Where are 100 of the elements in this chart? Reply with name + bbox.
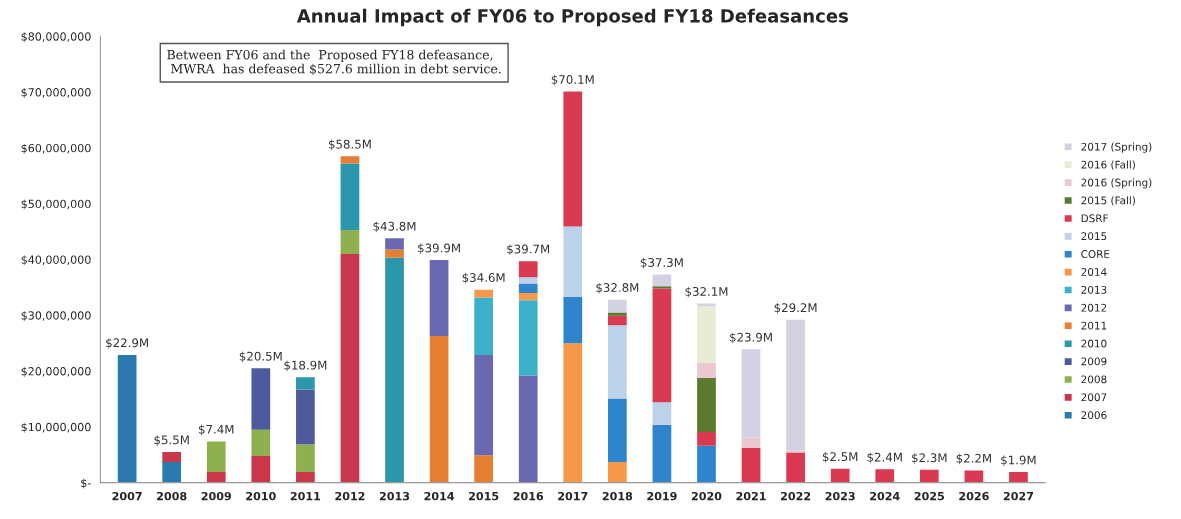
total-label: $29.2M [774,302,817,314]
total-label: $5.5M [154,435,189,446]
bar [786,452,805,483]
bar [652,288,672,403]
bar [385,257,404,483]
x-tick-label: 2010 [246,491,276,501]
bar [251,368,271,430]
legend-label: 2015 (Fall) [1081,196,1135,206]
total-label: $70.1M [551,74,594,86]
bar [474,289,494,298]
bar [296,377,315,390]
total-label: $18.9M [284,360,327,372]
bar [607,462,627,483]
bar [518,277,538,284]
total-label: $22.9M [106,338,148,349]
bar [206,441,226,473]
legend-label: CORE [1081,250,1110,258]
bar [652,402,672,425]
x-tick-label: 2026 [959,491,989,501]
x-tick-label: 2015 [469,491,499,501]
legend-label: 2017 (Spring) [1081,142,1152,153]
x-tick-label: 2011 [290,491,321,501]
bar [206,472,226,483]
bar [518,300,538,376]
y-tick-label: $20,000,000 [21,366,91,377]
legend-label: 2010 [1081,339,1107,348]
bar [607,312,627,316]
x-tick-label: 2027 [1003,491,1034,501]
bar [607,315,627,326]
bar [117,354,137,483]
bar [518,375,538,483]
bar [429,335,449,483]
bar [385,238,404,250]
bar [563,296,583,344]
bar [919,469,939,483]
legend-label: 2016 (Spring) [1081,178,1152,189]
x-tick-label: 2016 [513,491,544,501]
bar [296,444,315,473]
x-tick-label: 2017 [558,491,588,501]
legend-label: 2016 (Fall) [1081,160,1135,170]
bar [697,431,716,446]
bar [697,445,716,483]
y-tick-label: $30,000,000 [21,311,91,322]
bar [340,253,360,483]
bar [652,286,672,289]
y-tick-label: $50,000,000 [21,199,91,210]
legend-label: 2014 [1081,268,1107,276]
bar [340,163,360,230]
bar [429,260,449,336]
bar [296,389,315,445]
legend-label: 2011 [1081,321,1107,330]
bar [518,292,538,301]
x-tick-label: 2020 [691,491,722,501]
bar [296,472,315,483]
total-label: $58.5M [328,139,371,151]
bar [786,450,805,453]
total-label: $37.3M [640,257,683,269]
y-tick-label: $40,000,000 [21,255,91,266]
bar [875,469,895,483]
x-tick-label: 2023 [825,491,855,501]
bar [474,455,494,483]
legend-label: 2007 [1081,393,1107,402]
bar [385,249,404,258]
x-tick-label: 2014 [424,491,455,501]
total-label: $2.3M [912,453,947,464]
x-tick-label: 2008 [157,491,187,501]
bar [741,349,761,438]
bar [340,229,360,254]
annotation: Between FY06 and the Proposed FY18 defeasance, MWRA has defeased $527.6 million in debt service. [167,49,501,76]
bar [607,299,627,313]
y-tick-label: $80,000,000 [21,32,91,43]
total-label: $32.1M [685,286,728,298]
total-label: $1.9M [1001,455,1036,466]
total-label: $43.8M [373,221,416,233]
total-label: $2.5M [822,451,858,463]
x-tick-label: 2013 [379,491,410,501]
legend-label: 2006 [1081,411,1107,420]
bar [1009,472,1028,483]
total-label: $2.4M [867,452,902,464]
legend-label: 2015 [1081,232,1107,241]
bar [697,362,716,378]
total-label: $20.5M [239,351,282,363]
bar [741,448,761,483]
bar [251,455,271,483]
total-label: $32.8M [596,282,639,294]
total-label: $34.6M [462,272,505,284]
x-tick-label: 2009 [201,491,232,501]
total-label: $39.7M [507,244,550,256]
y-tick-label: $10,000,000 [21,422,91,433]
bar [340,156,360,164]
bar [964,470,984,483]
bar [474,354,494,456]
y-tick-label: $- [81,478,91,489]
bar [786,319,805,451]
chart-title: Annual Impact of FY06 to Proposed FY18 Defeasances [296,8,848,27]
total-label: $2.2M [956,453,991,465]
total-label: $23.9M [730,332,772,344]
x-tick-label: 2022 [781,491,811,501]
bar [652,274,672,287]
bar [251,429,271,456]
